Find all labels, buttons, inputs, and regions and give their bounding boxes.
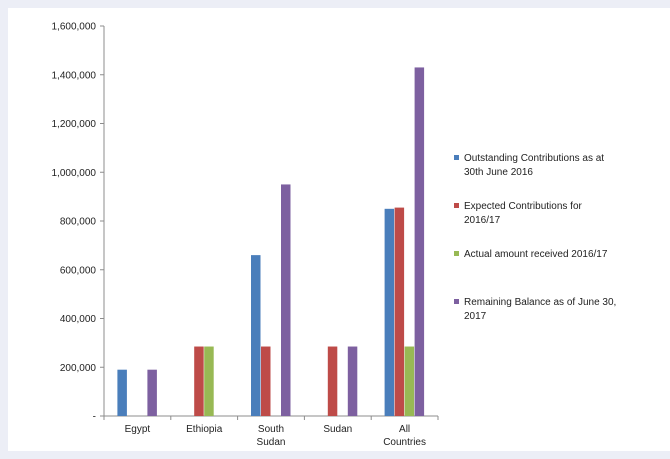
bar [251, 255, 261, 416]
legend-swatch [454, 299, 459, 304]
bar-chart: - 200,000 400,000 600,000 800,000 1,000,000 1,… [52, 22, 617, 449]
legend-label: Expected Contributions for 2016/17 [464, 201, 583, 226]
y-tick-label: 1,600,000 [52, 22, 97, 33]
bar [394, 207, 405, 416]
bar [261, 346, 271, 416]
x-tick-label: Sudan [323, 424, 352, 435]
x-tick-label: Ethiopia [186, 424, 223, 435]
legend-swatch [454, 203, 459, 208]
bar [347, 346, 358, 416]
bar [404, 346, 415, 416]
y-tick-label: 1,200,000 [52, 119, 97, 130]
bar [204, 346, 214, 416]
legend-label: Actual amount received 2016/17 [464, 249, 608, 260]
x-tick-label: Egypt [125, 424, 151, 435]
bar [194, 346, 204, 416]
y-tick-label: 1,000,000 [52, 168, 97, 179]
x-tick-label: South Sudan [257, 424, 286, 448]
y-tick-label: 400,000 [60, 314, 97, 325]
bar [384, 208, 395, 416]
legend-label: Outstanding Contributions as at 30th June… [464, 153, 604, 178]
axes [100, 25, 439, 420]
axis-labels: - 200,000 400,000 600,000 800,000 1,000,000 1,… [52, 22, 427, 449]
bar [117, 369, 127, 416]
bar [414, 67, 425, 416]
y-tick-label: 1,400,000 [52, 70, 97, 81]
legend-swatch [454, 155, 459, 160]
bars [117, 67, 425, 416]
x-tick-label: All Countries [383, 424, 426, 448]
bar [281, 184, 291, 416]
bar [147, 369, 157, 416]
y-tick-label: 800,000 [60, 217, 97, 228]
y-tick-label: 600,000 [60, 265, 97, 276]
legend-label: Remaining Balance as of June 30, 2017 [464, 297, 616, 322]
y-tick-label: - [93, 412, 96, 423]
legend: Outstanding Contributions as at 30th June… [454, 153, 616, 322]
bar [327, 346, 338, 416]
legend-swatch [454, 251, 459, 256]
y-tick-label: 200,000 [60, 363, 97, 374]
